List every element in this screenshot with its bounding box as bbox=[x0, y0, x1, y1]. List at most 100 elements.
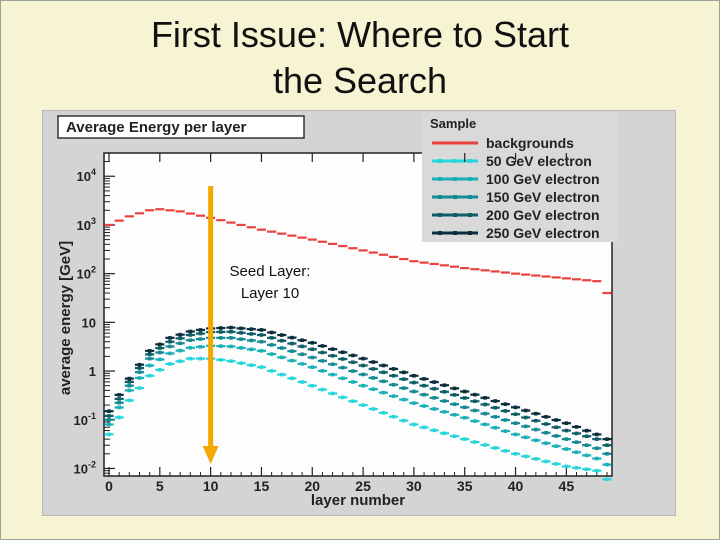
data-marker bbox=[279, 372, 284, 377]
data-marker bbox=[351, 380, 355, 384]
y-tick-label: 104 bbox=[77, 167, 96, 184]
data-marker bbox=[361, 403, 365, 407]
data-marker bbox=[310, 365, 315, 369]
data-marker bbox=[432, 407, 437, 411]
data-marker bbox=[513, 405, 518, 410]
data-marker bbox=[249, 347, 254, 352]
data-marker bbox=[330, 347, 335, 351]
data-marker bbox=[320, 350, 325, 355]
data-marker bbox=[300, 338, 304, 343]
y-tick-label: 1 bbox=[89, 364, 96, 379]
data-marker bbox=[249, 338, 254, 343]
legend-label: 100 GeV electron bbox=[486, 171, 600, 187]
data-marker bbox=[229, 329, 233, 334]
data-marker bbox=[432, 380, 437, 384]
x-tick-label: 40 bbox=[508, 478, 524, 494]
legend-marker bbox=[438, 159, 442, 163]
data-marker bbox=[442, 390, 447, 394]
data-marker bbox=[229, 359, 233, 363]
legend: Sample backgrounds 50 GeV electron 100 GeV … bbox=[422, 112, 618, 242]
data-marker bbox=[462, 405, 467, 410]
data-marker bbox=[412, 422, 416, 427]
data-marker bbox=[198, 337, 203, 341]
data-marker bbox=[117, 397, 121, 401]
data-marker bbox=[534, 457, 538, 461]
data-marker bbox=[127, 376, 132, 381]
data-marker bbox=[351, 399, 355, 404]
data-marker bbox=[574, 450, 579, 455]
data-marker bbox=[178, 341, 182, 346]
data-marker bbox=[452, 413, 457, 417]
data-marker bbox=[432, 386, 437, 391]
data-marker bbox=[503, 402, 508, 406]
data-marker bbox=[269, 369, 274, 373]
data-marker bbox=[168, 351, 172, 356]
data-marker bbox=[158, 357, 162, 362]
data-marker bbox=[290, 376, 294, 381]
data-marker bbox=[422, 425, 426, 430]
y-axis-label: average energy [GeV] bbox=[57, 241, 74, 395]
legend-marker bbox=[453, 231, 457, 235]
data-marker bbox=[554, 462, 558, 466]
data-marker bbox=[361, 383, 365, 388]
data-marker bbox=[259, 333, 264, 337]
data-marker bbox=[554, 434, 558, 438]
data-marker bbox=[279, 338, 284, 343]
data-marker bbox=[584, 467, 589, 472]
y-tick-label: 10-2 bbox=[74, 459, 96, 476]
data-marker bbox=[117, 405, 121, 410]
data-marker bbox=[351, 360, 355, 365]
data-marker bbox=[147, 373, 152, 378]
data-marker bbox=[605, 462, 609, 467]
seed-layer-arrow-head bbox=[202, 446, 219, 464]
data-marker bbox=[320, 344, 325, 348]
data-marker bbox=[340, 376, 345, 381]
data-marker bbox=[473, 440, 477, 444]
data-marker bbox=[137, 370, 142, 374]
data-marker bbox=[188, 338, 193, 342]
data-marker bbox=[198, 345, 203, 349]
data-marker bbox=[371, 376, 376, 380]
data-marker bbox=[330, 353, 335, 358]
data-marker bbox=[310, 347, 315, 352]
data-marker bbox=[412, 389, 416, 394]
data-marker bbox=[544, 422, 548, 426]
x-tick-label: 25 bbox=[355, 478, 371, 494]
data-marker bbox=[574, 425, 579, 429]
data-marker bbox=[574, 431, 579, 436]
data-marker bbox=[391, 382, 396, 387]
data-marker bbox=[279, 355, 284, 360]
data-marker bbox=[381, 379, 386, 384]
data-marker bbox=[503, 449, 508, 453]
data-marker bbox=[290, 358, 294, 363]
legend-marker bbox=[453, 177, 457, 181]
data-marker bbox=[269, 343, 274, 347]
title-line-2: the Search bbox=[272, 60, 448, 101]
data-marker bbox=[493, 405, 498, 410]
annotation-line-1: Seed Layer: bbox=[230, 263, 311, 280]
data-marker bbox=[127, 383, 132, 388]
data-marker bbox=[147, 363, 152, 368]
data-marker bbox=[584, 453, 589, 458]
data-marker bbox=[340, 395, 345, 400]
data-marker bbox=[554, 418, 558, 422]
data-marker bbox=[544, 430, 548, 435]
data-marker bbox=[523, 435, 528, 440]
data-marker bbox=[483, 411, 487, 416]
x-tick-label: 35 bbox=[457, 478, 473, 494]
data-marker bbox=[595, 432, 599, 437]
data-marker bbox=[249, 363, 254, 367]
data-marker bbox=[320, 387, 325, 392]
data-marker bbox=[188, 346, 193, 350]
data-marker bbox=[300, 352, 304, 357]
data-marker bbox=[147, 352, 152, 357]
data-marker bbox=[188, 333, 193, 337]
data-marker bbox=[401, 386, 406, 390]
data-marker bbox=[574, 440, 579, 444]
data-marker bbox=[493, 399, 498, 403]
data-marker bbox=[564, 421, 569, 425]
data-marker bbox=[503, 418, 508, 422]
data-marker bbox=[330, 391, 335, 396]
x-axis-label: layer number bbox=[311, 492, 405, 509]
legend-marker bbox=[468, 231, 472, 235]
